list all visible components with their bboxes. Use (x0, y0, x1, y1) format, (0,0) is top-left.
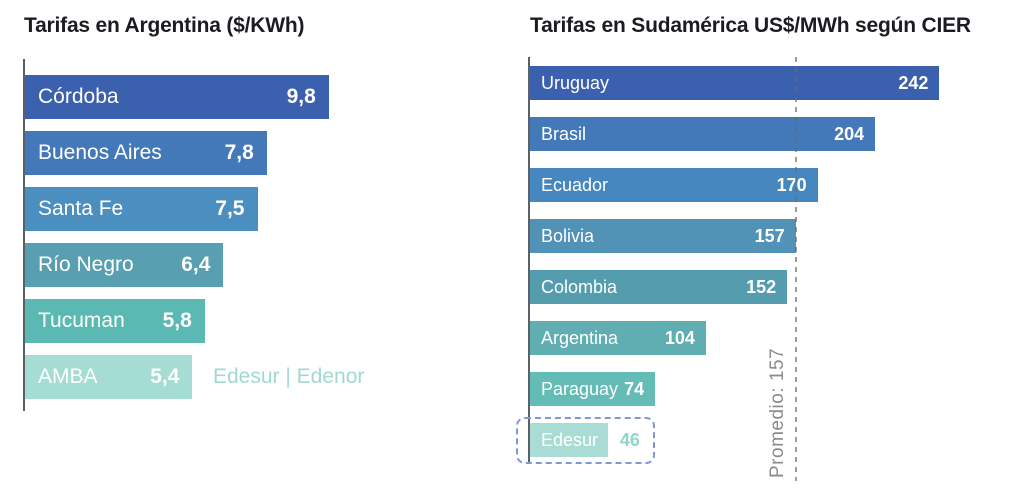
category-label: Brasil (541, 123, 587, 144)
bar-bolivia: Bolivia 157 (530, 219, 796, 253)
bar-tucuman: Tucuman 5,8 (25, 299, 205, 343)
value-label: 170 (776, 174, 807, 195)
bar-colombia: Colombia 152 (530, 270, 788, 304)
sudamerica-plot-area: Uruguay 242 Brasil 204 Ecuador 170 Bolivia 157 C… (516, 57, 953, 481)
y-axis-line (23, 59, 25, 411)
bar-row-amba: AMBA 5,4 (25, 355, 335, 399)
bars-container: Uruguay 242 Brasil 204 Ecuador 170 Bolivia 157 C… (530, 66, 953, 457)
bar-amba: AMBA 5,4 (25, 355, 193, 399)
value-label: 6,4 (181, 253, 211, 276)
bar-edesur: Edesur (530, 423, 608, 457)
value-label: 5,8 (162, 309, 192, 332)
bar-row-argentina: Argentina 104 (530, 321, 953, 355)
category-label: Córdoba (38, 85, 119, 108)
category-label: AMBA (38, 365, 98, 388)
value-label: 242 (898, 72, 929, 93)
value-label: 74 (624, 378, 645, 399)
bar-row-ecuador: Ecuador 170 (530, 168, 953, 202)
value-label: 157 (754, 225, 785, 246)
value-label: 46 (619, 429, 640, 450)
bar-cordoba: Córdoba 9,8 (25, 75, 329, 119)
bar-row-uruguay: Uruguay 242 (530, 66, 953, 100)
value-label: 7,5 (215, 197, 245, 220)
category-label: Edesur (541, 429, 599, 450)
chart-title-argentina: Tarifas en Argentina ($/KWh) (24, 14, 305, 37)
bar-buenos-aires: Buenos Aires 7,8 (25, 131, 267, 175)
bar-uruguay: Uruguay 242 (530, 66, 940, 100)
bar-rio-negro: Río Negro 6,4 (25, 243, 224, 287)
value-label: 104 (664, 327, 695, 348)
bar-row-colombia: Colombia 152 (530, 270, 953, 304)
value-label: 7,8 (224, 141, 254, 164)
category-label: Paraguay (541, 378, 619, 399)
bar-brasil: Brasil 204 (530, 117, 876, 151)
category-label: Uruguay (541, 72, 610, 93)
edesur-edenor-annotation: Edesur | Edenor (213, 365, 365, 388)
bar-row-edesur: Edesur 46 (530, 423, 953, 457)
bar-row-rio-negro: Río Negro 6,4 (25, 243, 335, 287)
category-label: Colombia (541, 276, 618, 297)
promedio-reference-line (795, 57, 797, 481)
edesur-highlight-box (516, 417, 655, 464)
y-axis-line (528, 57, 530, 464)
bar-argentina: Argentina 104 (530, 321, 706, 355)
bar-row-tucuman: Tucuman 5,8 (25, 299, 335, 343)
bar-row-bolivia: Bolivia 157 (530, 219, 953, 253)
value-label: 9,8 (286, 85, 316, 108)
bar-paraguay: Paraguay 74 (530, 372, 656, 406)
category-label: Bolivia (541, 225, 595, 246)
bars-container: Córdoba 9,8 Buenos Aires 7,8 Santa Fe 7,5 Río … (25, 75, 335, 399)
value-label: 152 (746, 276, 777, 297)
value-label: 5,4 (150, 365, 180, 388)
bar-row-cordoba: Córdoba 9,8 (25, 75, 335, 119)
category-label: Río Negro (38, 253, 134, 276)
promedio-label: Promedio: 157 (767, 347, 788, 478)
category-label: Tucuman (38, 309, 125, 332)
category-label: Buenos Aires (38, 141, 162, 164)
category-label: Argentina (541, 327, 619, 348)
bar-row-santa-fe: Santa Fe 7,5 (25, 187, 335, 231)
argentina-plot-area: Córdoba 9,8 Buenos Aires 7,8 Santa Fe 7,5 Río … (23, 59, 364, 411)
bar-row-brasil: Brasil 204 (530, 117, 953, 151)
bar-ecuador: Ecuador 170 (530, 168, 818, 202)
category-label: Santa Fe (38, 197, 124, 220)
category-label: Ecuador (541, 174, 609, 195)
chart-title-sudamerica: Tarifas en Sudamérica US$/MWh según CIER (530, 14, 971, 37)
bar-row-paraguay: Paraguay 74 (530, 372, 953, 406)
value-label: 204 (834, 123, 865, 144)
bar-santa-fe: Santa Fe 7,5 (25, 187, 258, 231)
bar-row-buenos-aires: Buenos Aires 7,8 (25, 131, 335, 175)
